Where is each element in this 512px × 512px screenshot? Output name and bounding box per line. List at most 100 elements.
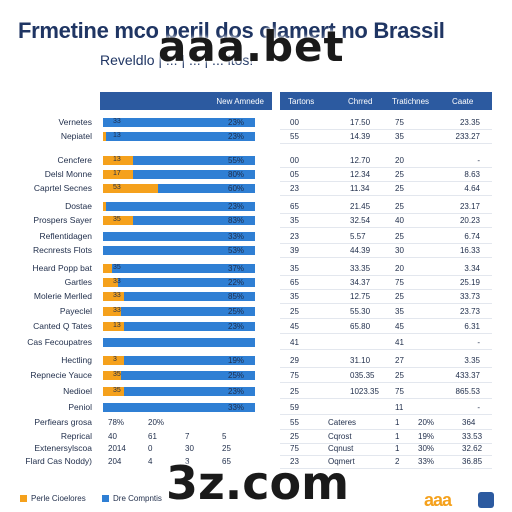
cell-col-2: 21.45 bbox=[350, 202, 371, 211]
bar-percent: 23% bbox=[228, 118, 245, 127]
cell-col-2: 44.39 bbox=[350, 246, 371, 255]
bar-inner-value: 35 bbox=[113, 387, 121, 394]
cell-col-4: 23.35 bbox=[459, 118, 480, 127]
header-col-4: Caate bbox=[452, 97, 474, 106]
bar-percent: 25% bbox=[228, 371, 245, 380]
bar-orange bbox=[103, 264, 112, 273]
footer-right-cell: Cqrost bbox=[328, 432, 352, 441]
row-separator bbox=[280, 143, 492, 144]
footer-right-cell: 364 bbox=[462, 418, 476, 427]
cell-col-4: 23.73 bbox=[459, 307, 480, 316]
bar-inner-value: 53 bbox=[113, 184, 121, 191]
footer-right-cell: 36.85 bbox=[462, 457, 483, 466]
bar-blue bbox=[103, 246, 255, 255]
cell-col-1: 39 bbox=[290, 246, 299, 255]
footer-a: 78% bbox=[108, 418, 125, 427]
cell-col-3: 45 bbox=[395, 322, 404, 331]
cell-col-3: 25 bbox=[395, 292, 404, 301]
cell-col-1: 45 bbox=[290, 322, 299, 331]
row-separator bbox=[280, 382, 492, 383]
row-label: Hectling bbox=[61, 355, 92, 365]
row-label: Payeclel bbox=[59, 306, 92, 316]
cell-col-1: 00 bbox=[290, 118, 299, 127]
cell-col-2: 035.35 bbox=[350, 371, 375, 380]
row-separator bbox=[280, 289, 492, 290]
row-separator bbox=[280, 333, 492, 334]
row-separator bbox=[280, 213, 492, 214]
cell-col-3: 25 bbox=[395, 184, 404, 193]
footer-right-cell: Cqnust bbox=[328, 444, 354, 453]
cell-col-4: 4.64 bbox=[464, 184, 480, 193]
footer-right-cell: 30% bbox=[418, 444, 435, 453]
row-separator bbox=[280, 443, 492, 444]
cell-col-1: 75 bbox=[290, 371, 299, 380]
cell-col-1: 65 bbox=[290, 278, 299, 287]
cell-col-2: 14.39 bbox=[350, 132, 371, 141]
footer-b: 0 bbox=[148, 444, 153, 453]
cell-col-2: 32.54 bbox=[350, 216, 371, 225]
cell-col-3: 40 bbox=[395, 216, 404, 225]
legend-swatch-orange bbox=[20, 495, 27, 502]
row-label: Nepiatel bbox=[60, 131, 92, 141]
legend-label-orange: Perle Cioelores bbox=[31, 494, 86, 503]
cell-col-4: 20.23 bbox=[459, 216, 480, 225]
row-separator bbox=[280, 468, 492, 469]
cell-col-4: - bbox=[477, 338, 480, 347]
row-label: Repnecie Yauce bbox=[30, 370, 92, 380]
footer-right-cell: 33.53 bbox=[462, 432, 483, 441]
cell-col-3: 25 bbox=[395, 170, 404, 179]
bar-inner-value: 33 bbox=[113, 307, 121, 314]
row-label: Recnrests Flots bbox=[32, 245, 92, 255]
bar-orange bbox=[103, 387, 124, 396]
row-label: Reflentidagen bbox=[39, 231, 92, 241]
bar-percent: 25% bbox=[228, 307, 245, 316]
cell-col-1: 41 bbox=[290, 338, 299, 347]
bar-blue: 13 bbox=[103, 132, 255, 141]
chart-subtitle: Reveldlo | ... | ... | ... ltos! bbox=[100, 52, 254, 68]
cell-col-4: 23.17 bbox=[459, 202, 480, 211]
footer-c: 7 bbox=[185, 432, 190, 441]
row-separator bbox=[280, 195, 492, 196]
bar-blue: 35 bbox=[103, 264, 255, 273]
cell-col-2: 33.35 bbox=[350, 264, 371, 273]
footer-c: 30 bbox=[185, 444, 194, 453]
cell-col-4: 8.63 bbox=[464, 170, 480, 179]
cell-col-3: 35 bbox=[395, 132, 404, 141]
cell-col-2: 12.70 bbox=[350, 156, 371, 165]
footer-right-cell: 75 bbox=[290, 444, 299, 453]
cell-col-2: 65.80 bbox=[350, 322, 371, 331]
bar-blue: 33 bbox=[103, 118, 255, 127]
bar-blue: 17 bbox=[103, 170, 255, 179]
row-separator bbox=[280, 275, 492, 276]
bar-percent: 33% bbox=[228, 232, 245, 241]
bar-blue: 33 bbox=[103, 307, 255, 316]
legend-label-blue: Dre Compntis bbox=[113, 494, 162, 503]
cell-col-3: 35 bbox=[395, 307, 404, 316]
row-label: Cas Fecoupatres bbox=[27, 337, 92, 347]
footer-right-cell: 25 bbox=[290, 432, 299, 441]
cell-col-1: 35 bbox=[290, 216, 299, 225]
bar-inner-value: 35 bbox=[113, 371, 121, 378]
bar-percent: 23% bbox=[228, 387, 245, 396]
footer-right-cell: 23 bbox=[290, 457, 299, 466]
legend-item-blue: Dre Compntis bbox=[102, 494, 162, 503]
row-separator bbox=[280, 167, 492, 168]
bar-blue: 35 bbox=[103, 216, 255, 225]
cell-col-4: 6.74 bbox=[464, 232, 480, 241]
cell-col-4: 16.33 bbox=[459, 246, 480, 255]
footer-d: 5 bbox=[222, 432, 227, 441]
footer-right-cell: 33% bbox=[418, 457, 435, 466]
cell-col-2: 1023.35 bbox=[350, 387, 379, 396]
row-label: Caprtel Secnes bbox=[33, 183, 92, 193]
bar-inner-value: 3 bbox=[113, 356, 117, 363]
cell-col-1: 05 bbox=[290, 170, 299, 179]
watermark-top: aaa.bet bbox=[158, 22, 345, 71]
logo-mark-icon bbox=[478, 492, 494, 508]
cell-col-4: 33.73 bbox=[459, 292, 480, 301]
footer-d: 65 bbox=[222, 457, 231, 466]
bar-orange bbox=[103, 170, 133, 179]
footer-row-label: Flard Cas Noddy) bbox=[25, 456, 92, 466]
row-label: Vernetes bbox=[58, 117, 92, 127]
bar-blue bbox=[103, 232, 255, 241]
cell-col-4: - bbox=[477, 403, 480, 412]
